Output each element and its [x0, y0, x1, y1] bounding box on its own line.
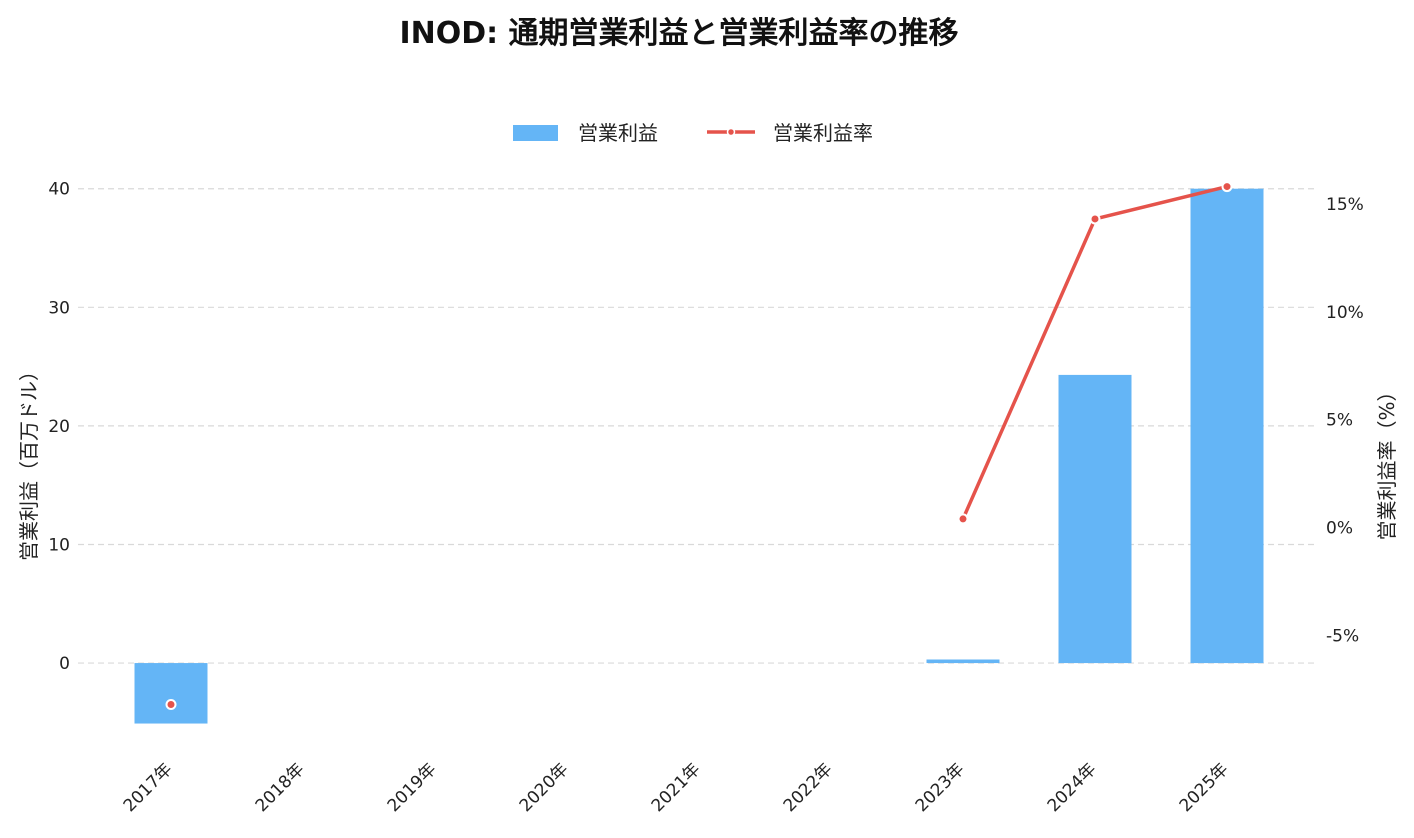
x-tick-2020年: 2020年	[516, 759, 573, 816]
x-tick-2019年: 2019年	[384, 759, 441, 816]
legend-label-operating-margin: 営業利益率	[773, 121, 873, 145]
margin-point-2024年	[1089, 213, 1101, 225]
y-tick-right-10%: 10%	[1326, 303, 1364, 323]
bar-2024年	[1058, 374, 1132, 664]
x-tick-2022年: 2022年	[780, 759, 837, 816]
y-tick-right-5%: 5%	[1326, 411, 1353, 431]
y-axis-title-right: 営業利益率（%）	[1375, 381, 1399, 540]
y-tick-left-30: 30	[48, 298, 70, 318]
margin-point-2017年	[165, 699, 177, 711]
y-tick-right--5%: -5%	[1326, 626, 1359, 646]
y-tick-left-10: 10	[48, 535, 70, 555]
legend-bar-swatch	[513, 125, 558, 141]
margin-line	[165, 181, 1233, 711]
y-tick-left-0: 0	[59, 654, 70, 674]
y-tick-left-20: 20	[48, 417, 70, 437]
bar-2017年	[134, 663, 208, 724]
legend: 営業利益 営業利益率	[513, 121, 873, 145]
legend-line-marker	[726, 127, 736, 137]
margin-line-segment-2024年	[1093, 184, 1229, 221]
y-tick-left-40: 40	[48, 180, 70, 200]
margin-line-segment-2023年	[961, 217, 1097, 521]
bar-2025年	[1190, 188, 1264, 664]
y-axis-title-left: 営業利益（百万ドル）	[17, 361, 41, 561]
x-tick-2017年: 2017年	[120, 759, 177, 816]
y-tick-right-15%: 15%	[1326, 195, 1364, 215]
bars	[134, 188, 1264, 724]
y-axis-left: 0 10 20 30 40	[48, 180, 70, 674]
margin-point-2025年	[1221, 181, 1233, 193]
bar-2023年	[926, 659, 1000, 664]
x-tick-2024年: 2024年	[1044, 759, 1101, 816]
y-axis-right: -5% 0% 5% 10% 15%	[1326, 195, 1364, 647]
y-tick-right-0%: 0%	[1326, 519, 1353, 539]
x-tick-2021年: 2021年	[648, 759, 705, 816]
chart-title: INOD: 通期営業利益と営業利益率の推移	[399, 16, 959, 51]
x-tick-2018年: 2018年	[252, 759, 309, 816]
margin-point-2023年	[957, 513, 969, 525]
x-axis: 2017年 2018年 2019年 2020年 2021年 2022年 2023年 2024年…	[120, 759, 1233, 816]
legend-label-operating-income: 営業利益	[578, 121, 658, 145]
x-tick-2023年: 2023年	[912, 759, 969, 816]
x-tick-2025年: 2025年	[1176, 759, 1233, 816]
